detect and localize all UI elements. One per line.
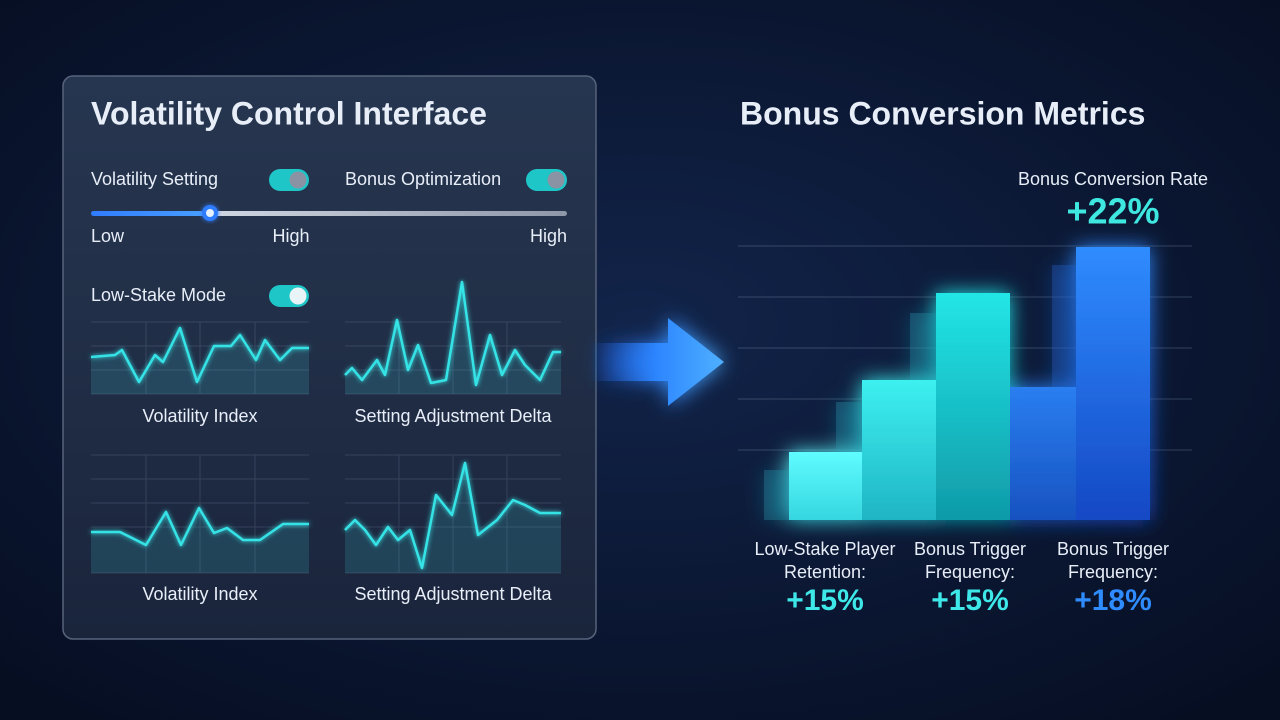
slider-label: High bbox=[530, 226, 567, 246]
metric-label: Bonus Trigger bbox=[1057, 539, 1169, 559]
metric-label: Frequency: bbox=[925, 562, 1015, 582]
sparkline-label: Volatility Index bbox=[142, 406, 257, 426]
sparkline-label: Volatility Index bbox=[142, 584, 257, 604]
slider-label: Low bbox=[91, 226, 125, 246]
metric-value: +18% bbox=[1074, 584, 1152, 617]
sparkline bbox=[344, 280, 561, 395]
slider[interactable] bbox=[91, 205, 567, 221]
toggle-label: Bonus Optimization bbox=[345, 169, 501, 189]
metric-label: Frequency: bbox=[1068, 562, 1158, 582]
sparkline bbox=[90, 321, 309, 395]
sparkline-label: Setting Adjustment Delta bbox=[354, 406, 552, 426]
metric-value: +15% bbox=[931, 584, 1009, 617]
slider-label: High bbox=[272, 226, 309, 246]
metric-label: Low-Stake Player bbox=[754, 539, 895, 559]
panel-title: Volatility Control Interface bbox=[91, 95, 487, 131]
headline-label: Bonus Conversion Rate bbox=[1018, 169, 1208, 189]
sparkline bbox=[344, 454, 561, 574]
toggle-label: Volatility Setting bbox=[91, 169, 218, 189]
toggle[interactable] bbox=[269, 169, 309, 191]
headline-value: +22% bbox=[1066, 191, 1159, 232]
toggle-label: Low-Stake Mode bbox=[91, 285, 226, 305]
sparkline bbox=[91, 454, 309, 574]
toggle[interactable] bbox=[526, 169, 567, 191]
arrow bbox=[590, 318, 724, 406]
metric-value: +15% bbox=[786, 584, 864, 617]
metrics-title: Bonus Conversion Metrics bbox=[740, 95, 1145, 131]
metric-label: Retention: bbox=[784, 562, 866, 582]
bar-chart bbox=[764, 247, 1150, 520]
metric-label: Bonus Trigger bbox=[914, 539, 1026, 559]
toggle[interactable] bbox=[269, 285, 309, 307]
sparkline-label: Setting Adjustment Delta bbox=[354, 584, 552, 604]
